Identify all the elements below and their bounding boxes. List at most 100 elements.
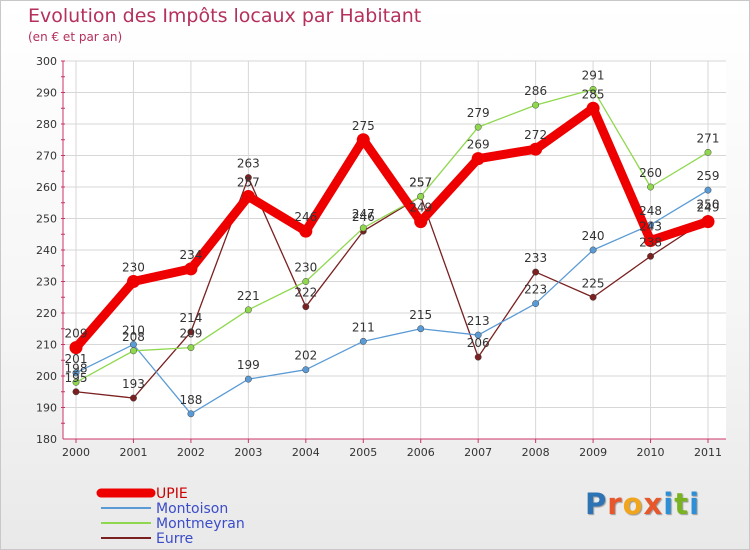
data-point-montmeyran bbox=[417, 193, 425, 200]
data-label-montmeyran: 260 bbox=[639, 166, 662, 180]
x-tick-label: 2009 bbox=[579, 446, 607, 459]
y-tick-label: 270 bbox=[36, 150, 57, 163]
data-point-upie bbox=[241, 189, 255, 203]
data-label-montmeyran: 279 bbox=[467, 106, 490, 120]
x-tick-label: 2002 bbox=[177, 446, 205, 459]
data-point-upie bbox=[414, 215, 428, 229]
x-tick-label: 2004 bbox=[292, 446, 320, 459]
data-point-montmeyran bbox=[589, 85, 597, 93]
data-label-montmeyran: 208 bbox=[122, 330, 145, 344]
data-label-montoison: 211 bbox=[352, 320, 375, 334]
data-label-eurre: 257 bbox=[409, 175, 432, 189]
data-label-montoison: 223 bbox=[524, 283, 547, 297]
data-label-montmeyran: 271 bbox=[697, 131, 720, 145]
data-point-upie bbox=[126, 275, 140, 288]
y-tick-label: 290 bbox=[36, 87, 57, 100]
data-point-upie bbox=[69, 341, 83, 355]
series-line-montoison bbox=[75, 189, 709, 415]
data-point-montoison bbox=[532, 300, 540, 307]
data-point-eurre bbox=[302, 303, 310, 311]
x-tick-label: 2007 bbox=[464, 446, 492, 459]
data-point-montmeyran bbox=[532, 101, 540, 109]
data-label-eurre: 238 bbox=[639, 235, 662, 249]
data-label-montmeyran: 257 bbox=[409, 175, 432, 189]
y-tick-label: 200 bbox=[36, 370, 57, 383]
data-label-montmeyran: 247 bbox=[352, 207, 375, 221]
data-label-upie: 285 bbox=[582, 87, 605, 101]
logo-letter: i bbox=[663, 487, 675, 521]
data-point-upie bbox=[184, 262, 198, 276]
data-label-upie: 234 bbox=[179, 248, 202, 262]
data-point-eurre bbox=[244, 174, 252, 182]
data-point-eurre bbox=[647, 252, 654, 260]
data-point-montmeyran bbox=[244, 306, 252, 314]
data-label-eurre: 250 bbox=[697, 198, 720, 212]
data-point-upie bbox=[471, 152, 485, 166]
x-tick-label: 2000 bbox=[62, 446, 90, 459]
data-point-upie bbox=[529, 142, 543, 156]
data-point-upie bbox=[586, 101, 600, 115]
x-tick-label: 2008 bbox=[522, 446, 550, 459]
data-label-montoison: 202 bbox=[294, 349, 317, 363]
data-point-eurre bbox=[72, 388, 80, 396]
data-label-upie: 275 bbox=[352, 119, 375, 133]
data-point-montmeyran bbox=[72, 378, 80, 386]
data-label-eurre: 193 bbox=[122, 377, 145, 391]
x-tick-label: 2003 bbox=[234, 446, 262, 459]
data-label-montmeyran: 221 bbox=[237, 289, 260, 303]
data-label-upie: 272 bbox=[524, 128, 547, 142]
data-point-montoison bbox=[474, 331, 482, 339]
y-tick-label: 230 bbox=[36, 276, 57, 289]
data-label-montmeyran: 230 bbox=[294, 261, 317, 275]
data-label-eurre: 195 bbox=[65, 371, 88, 385]
data-label-montoison: 213 bbox=[467, 314, 490, 328]
data-point-montmeyran bbox=[130, 347, 137, 355]
chart-title: Evolution des Impôts locaux par Habitant bbox=[28, 5, 422, 27]
data-point-montoison bbox=[417, 325, 425, 333]
data-label-upie: 243 bbox=[639, 220, 662, 234]
data-point-eurre bbox=[532, 268, 540, 276]
logo-letter: r bbox=[607, 487, 623, 521]
data-point-montmeyran bbox=[647, 183, 654, 191]
data-point-eurre bbox=[187, 328, 195, 336]
data-label-eurre: 263 bbox=[237, 157, 260, 171]
legend-label-montoison: Montoison bbox=[156, 501, 228, 517]
data-point-montmeyran bbox=[474, 123, 482, 131]
data-point-eurre bbox=[589, 293, 597, 301]
data-label-upie: 249 bbox=[409, 201, 432, 215]
logo-letter: i bbox=[689, 487, 701, 521]
y-tick-label: 300 bbox=[36, 55, 57, 68]
data-label-upie: 230 bbox=[122, 261, 145, 275]
data-label-eurre: 222 bbox=[294, 286, 317, 300]
data-point-montoison bbox=[704, 186, 712, 194]
data-label-upie: 269 bbox=[467, 138, 490, 152]
logo-letter: P bbox=[585, 487, 608, 521]
data-label-montoison: 240 bbox=[582, 229, 605, 243]
series-line-eurre bbox=[75, 176, 709, 399]
x-tick-label: 2010 bbox=[637, 446, 665, 459]
series-line-montmeyran bbox=[75, 88, 709, 383]
data-label-eurre: 206 bbox=[467, 336, 490, 350]
data-point-eurre bbox=[474, 353, 482, 361]
series-line-upie bbox=[71, 103, 713, 353]
y-tick-label: 250 bbox=[36, 213, 57, 226]
y-tick-label: 280 bbox=[36, 118, 57, 131]
data-label-montoison: 199 bbox=[237, 358, 260, 372]
data-point-montmeyran bbox=[359, 224, 367, 232]
logo-letter: o bbox=[622, 487, 644, 521]
data-label-upie: 257 bbox=[237, 175, 260, 189]
y-tick-label: 210 bbox=[36, 339, 57, 352]
x-tick-label: 2005 bbox=[349, 446, 377, 459]
y-tick-label: 220 bbox=[36, 307, 57, 320]
legend-label-eurre: Eurre bbox=[156, 531, 193, 547]
data-label-montmeyran: 286 bbox=[524, 84, 547, 98]
data-label-montoison: 201 bbox=[65, 352, 88, 366]
data-point-upie bbox=[644, 234, 658, 248]
legend-label-montmeyran: Montmeyran bbox=[156, 516, 245, 532]
data-label-montmeyran: 209 bbox=[179, 327, 202, 341]
y-tick-label: 180 bbox=[36, 433, 57, 446]
data-point-upie bbox=[299, 224, 313, 238]
data-label-montoison: 210 bbox=[122, 324, 145, 338]
